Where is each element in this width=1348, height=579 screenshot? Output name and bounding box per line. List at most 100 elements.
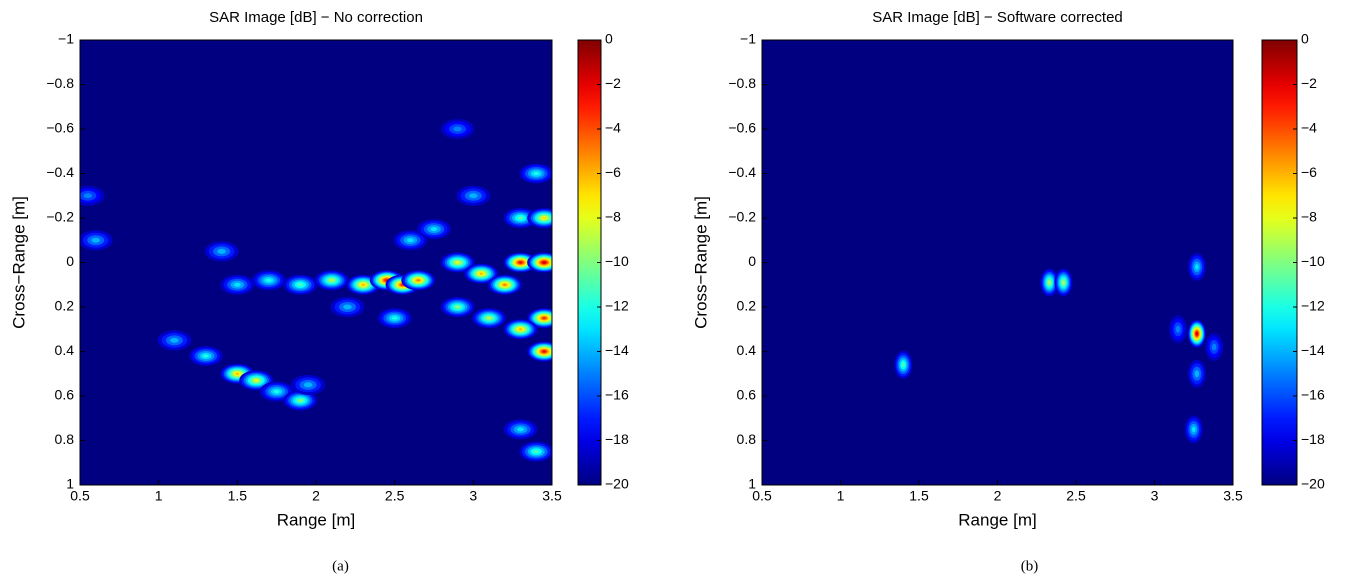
- colorbar-tick-label: 0: [1301, 31, 1309, 47]
- spot: [1040, 268, 1059, 297]
- spot: [472, 308, 507, 329]
- x-tick-label: 2: [312, 488, 320, 504]
- spot-layer: [517, 216, 524, 220]
- spot: [80, 185, 105, 206]
- spot: [1184, 415, 1203, 444]
- spot: [393, 230, 428, 251]
- y-tick-label: 0.4: [737, 342, 757, 358]
- colorbar-tick-label: −6: [1301, 164, 1317, 180]
- spot-layer: [1211, 343, 1217, 351]
- plot-area: [80, 40, 552, 485]
- y-tick-label: 1: [66, 476, 74, 492]
- spot-layer: [533, 449, 540, 454]
- spot-layer: [170, 337, 179, 343]
- spot: [80, 230, 113, 251]
- colorbar-tick-label: −6: [605, 164, 621, 180]
- colorbar-tick-label: −14: [605, 342, 629, 358]
- y-tick-label: −0.8: [46, 75, 74, 91]
- spot: [188, 345, 223, 366]
- spot-layer: [203, 354, 209, 358]
- x-tick-label: 0.5: [70, 488, 90, 504]
- spot: [527, 308, 552, 329]
- spot: [401, 270, 436, 291]
- spot: [1169, 315, 1188, 344]
- spot-layer: [455, 305, 461, 309]
- colorbar-tick-label: −2: [605, 75, 621, 91]
- y-tick-label: 0.8: [737, 431, 757, 447]
- colorbar-tick-label: −4: [1301, 120, 1317, 136]
- caption: (b): [1021, 558, 1039, 574]
- x-axis-label: Range [m]: [958, 510, 1036, 529]
- colorbar-tick-label: −12: [1301, 298, 1325, 314]
- y-tick-label: −0.4: [728, 164, 756, 180]
- spot-layer: [430, 227, 438, 232]
- spot-layer: [1191, 426, 1196, 433]
- spot-layer: [1194, 370, 1200, 378]
- y-tick-label: −1: [740, 31, 756, 47]
- x-tick-label: 3.5: [542, 488, 562, 504]
- y-tick-label: 0.2: [55, 298, 75, 314]
- spot-layer: [1062, 280, 1065, 285]
- y-tick-label: 0.6: [737, 387, 757, 403]
- spot-layer: [518, 328, 523, 331]
- spot-layer: [542, 261, 546, 264]
- spot: [251, 270, 286, 291]
- background: [80, 40, 552, 485]
- spot: [527, 252, 552, 273]
- colorbar-tick-label: −8: [1301, 209, 1317, 225]
- y-tick-label: 0.8: [55, 431, 75, 447]
- spot-layer: [297, 399, 303, 402]
- spot-layer: [503, 283, 507, 286]
- spot-layer: [217, 248, 226, 254]
- y-tick-label: 0.2: [737, 298, 757, 314]
- spot: [527, 208, 552, 228]
- y-tick-label: 0: [66, 253, 74, 269]
- colorbar-tick-label: −10: [605, 253, 629, 269]
- spot-layer: [1175, 325, 1181, 333]
- spot: [503, 419, 538, 440]
- spot: [1187, 359, 1206, 388]
- spot: [519, 163, 552, 184]
- spot-layer: [542, 350, 546, 353]
- spot-layer: [303, 382, 313, 388]
- spot: [503, 319, 538, 340]
- spot: [377, 308, 412, 329]
- x-tick-label: 1.5: [909, 488, 929, 504]
- spot: [503, 252, 538, 273]
- spot-layer: [533, 171, 540, 176]
- spot: [440, 119, 475, 139]
- spot-layer: [91, 237, 100, 243]
- spot: [1054, 268, 1073, 297]
- spot-layer: [453, 126, 462, 132]
- spot: [464, 263, 499, 284]
- colorbar-tick-label: −16: [1301, 387, 1325, 403]
- spot: [157, 330, 192, 351]
- x-tick-label: 1: [155, 488, 163, 504]
- spot: [1187, 252, 1206, 281]
- colorbar-tick-label: −18: [1301, 431, 1325, 447]
- colorbar-tick-label: −4: [605, 120, 621, 136]
- spot-layer: [542, 317, 546, 319]
- x-tick-label: 1: [837, 488, 845, 504]
- spot: [487, 274, 522, 295]
- spot: [314, 270, 349, 291]
- y-tick-label: −0.6: [46, 120, 74, 136]
- chart-title: SAR Image [dB] − Software corrected: [872, 9, 1123, 26]
- spot: [1187, 319, 1206, 348]
- spot-layer: [361, 283, 365, 286]
- spot-layer: [254, 379, 259, 382]
- spot-layer: [1196, 332, 1198, 335]
- spot: [519, 441, 552, 462]
- spot-layer: [519, 261, 522, 264]
- y-tick-label: −0.8: [728, 75, 756, 91]
- chart-title: SAR Image [dB] − No correction: [209, 9, 423, 26]
- spot: [894, 350, 913, 379]
- spot: [291, 374, 326, 395]
- y-tick-label: 0.4: [55, 342, 75, 358]
- x-axis-label: Range [m]: [277, 510, 355, 529]
- spot: [283, 274, 318, 295]
- y-tick-label: −0.4: [46, 164, 74, 180]
- colorbar-tick-label: −20: [1301, 476, 1325, 492]
- spot-layer: [901, 362, 905, 368]
